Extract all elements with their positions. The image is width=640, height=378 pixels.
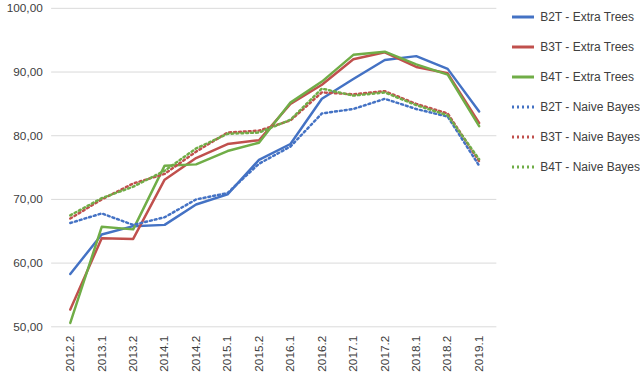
html-text:B2T - Extra Trees: B2T - Extra Trees [540,10,634,24]
svg-text:2019.1: 2019.1 [472,336,485,372]
svg-text:80,00: 80,00 [13,129,43,142]
html-text:B4T - Extra Trees: B4T - Extra Trees [540,70,634,84]
html-text:B4T - Naive Bayes: B4T - Naive Bayes [540,160,640,174]
svg-text:2013.1: 2013.1 [95,336,108,372]
svg-text:2017.1: 2017.1 [346,336,359,372]
svg-text:90,00: 90,00 [13,65,43,78]
svg-text:2015.2: 2015.2 [252,336,265,372]
html-text:B3T - Naive Bayes: B3T - Naive Bayes [540,130,640,144]
svg-text:2014.2: 2014.2 [189,336,202,372]
svg-text:2017.2: 2017.2 [378,336,391,372]
svg-text:60,00: 60,00 [13,256,43,269]
svg-text:2016.2: 2016.2 [315,336,328,372]
svg-text:2014.1: 2014.1 [157,336,170,372]
html-text:B2T - Naive Bayes: B2T - Naive Bayes [540,100,640,114]
svg-text:2016.1: 2016.1 [283,336,296,372]
svg-text:2015.1: 2015.1 [220,336,233,372]
svg-text:100,00: 100,00 [7,1,43,14]
svg-text:2018.1: 2018.1 [409,336,422,372]
svg-text:2012.2: 2012.2 [63,336,76,372]
svg-text:2013.2: 2013.2 [126,336,139,372]
svg-text:2018.2: 2018.2 [440,336,453,372]
html-text:B3T - Extra Trees: B3T - Extra Trees [540,40,634,54]
svg-text:50,00: 50,00 [13,320,43,333]
svg-text:70,00: 70,00 [13,192,43,205]
